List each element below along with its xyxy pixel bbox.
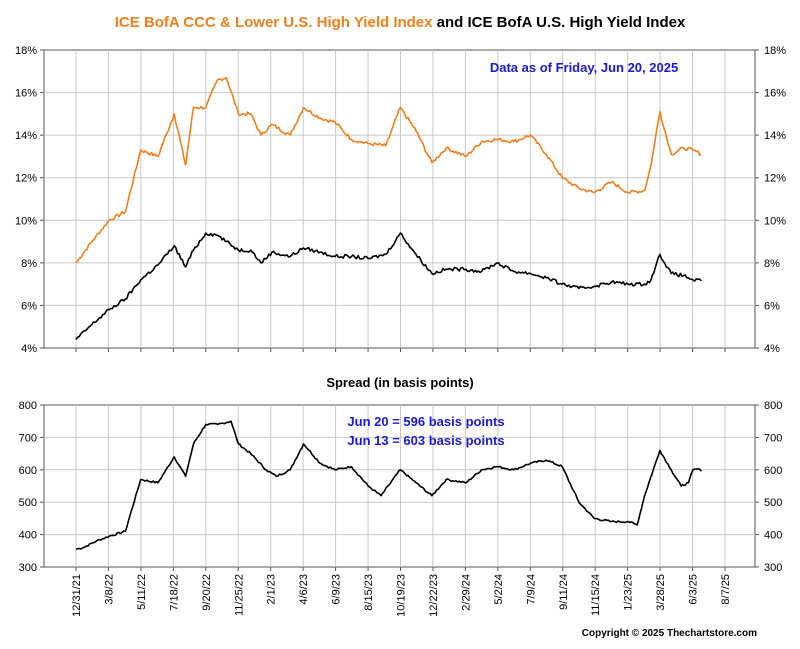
x-tick-label: 4/6/23: [298, 574, 310, 605]
x-tick-label: 6/3/25: [688, 574, 700, 605]
spread-tick-label-left: 700: [19, 432, 37, 444]
yield-tick-label-right: 6%: [764, 300, 780, 312]
spread-y-ticks-right: 300 400 500 600 700 800: [755, 400, 782, 574]
spread-tick-label-right: 600: [764, 465, 782, 477]
spread-series-line: [75, 420, 702, 550]
x-tick-label: 11/25/22: [233, 574, 245, 616]
spread-tick-label-left: 600: [19, 465, 37, 477]
spread-gridlines: [44, 405, 755, 571]
spread-tick-label-left: 300: [19, 562, 37, 574]
spread-series: [75, 420, 702, 550]
x-tick-label: 5/11/22: [136, 574, 148, 610]
yield-tick-label-left: 8%: [21, 258, 37, 270]
yield-tick-label-left: 12%: [15, 173, 37, 185]
yield-tick-label-left: 18%: [15, 45, 37, 57]
x-tick-label: 5/2/24: [493, 574, 505, 605]
yield-plot-frame: [43, 49, 756, 349]
yield-tick-label-left: 4%: [21, 343, 37, 355]
x-tick-label: 11/15/24: [590, 574, 602, 616]
spread-tick-label-right: 800: [764, 400, 782, 412]
x-tick-label: 7/18/22: [168, 574, 180, 611]
yield-series-line: [75, 76, 702, 264]
spread-tick-label-right: 500: [764, 497, 782, 509]
spread-plot-frame: [43, 404, 756, 568]
yield-tick-label-right: 10%: [764, 215, 786, 227]
x-tick-label: 1/23/25: [623, 574, 635, 611]
x-tick-label: 10/19/23: [396, 574, 408, 617]
spread-tick-label-left: 500: [19, 497, 37, 509]
yield-tick-label-right: 8%: [764, 258, 780, 270]
x-axis-labels: 12/31/21 3/8/22 5/11/22 7/18/22 9/20/22 11/25…: [71, 574, 732, 617]
spread-tick-label-left: 800: [19, 400, 37, 412]
yield-tick-label-left: 14%: [15, 130, 37, 142]
yield-series-line: [75, 232, 702, 340]
yield-tick-label-right: 12%: [764, 173, 786, 185]
spread-y-ticks-left: 300 400 500 600 700 800: [19, 400, 44, 574]
yield-y-ticks-right: 4% 6% 8% 10% 12% 14% 16% 18%: [755, 45, 786, 355]
spread-annotation-line-1: Jun 20 = 596 basis points: [347, 414, 504, 429]
x-tick-label: 3/28/25: [655, 574, 667, 611]
yield-tick-label-left: 10%: [15, 215, 37, 227]
spread-tick-label-right: 300: [764, 562, 782, 574]
x-tick-label: 9/11/24: [558, 574, 570, 610]
yield-tick-label-right: 14%: [764, 130, 786, 142]
title-hy-part: and ICE BofA U.S. High Yield Index: [432, 14, 686, 31]
yield-tick-label-left: 6%: [21, 300, 37, 312]
spread-title: Spread (in basis points): [326, 375, 473, 390]
copyright-text: Copyright © 2025 Thechartstore.com: [582, 628, 757, 639]
yield-tick-label-right: 18%: [764, 45, 786, 57]
x-tick-label: 9/20/22: [201, 574, 213, 611]
title-ccc-part: ICE BofA CCC & Lower U.S. High Yield Ind…: [114, 14, 433, 31]
chart-title: ICE BofA CCC & Lower U.S. High Yield Ind…: [0, 14, 800, 31]
x-tick-label: 3/8/22: [103, 574, 115, 605]
yield-tick-label-right: 16%: [764, 88, 786, 100]
yield-tick-label-left: 16%: [15, 88, 37, 100]
spread-annotation-line-2: Jun 13 = 603 basis points: [347, 433, 504, 448]
x-tick-label: 2/1/23: [266, 574, 278, 605]
yield-tick-label-right: 4%: [764, 343, 780, 355]
spread-tick-label-left: 400: [19, 530, 37, 542]
yield-y-ticks-left: 4% 6% 8% 10% 12% 14% 16% 18%: [15, 45, 44, 355]
spread-tick-label-right: 400: [764, 530, 782, 542]
data-date-annotation: Data as of Friday, Jun 20, 2025: [490, 60, 678, 75]
x-tick-label: 6/9/23: [331, 574, 343, 605]
yield-series: [75, 76, 702, 340]
x-tick-label: 2/29/24: [460, 574, 472, 611]
x-tick-label: 8/7/25: [720, 574, 732, 605]
spread-tick-label-right: 700: [764, 432, 782, 444]
x-tick-label: 7/9/24: [525, 574, 537, 605]
yield-gridlines: [44, 50, 755, 352]
x-tick-label: 12/22/23: [428, 574, 440, 617]
x-tick-label: 8/15/23: [363, 574, 375, 611]
x-tick-label: 12/31/21: [71, 574, 83, 617]
